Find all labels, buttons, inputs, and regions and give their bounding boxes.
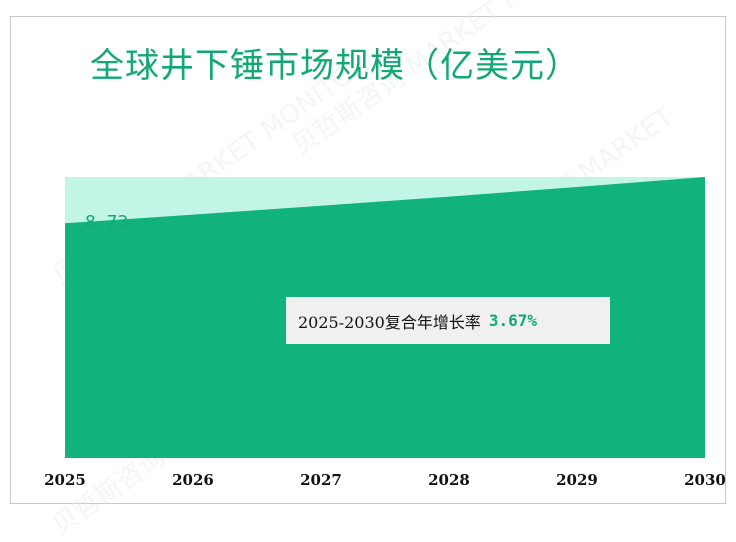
start-value-label: 8.73 <box>85 212 129 233</box>
cagr-annotation: 2025-2030复合年增长率 3.67% <box>286 297 610 344</box>
cagr-value: 3.67% <box>488 311 538 330</box>
cagr-label: 2025-2030复合年增长率 <box>298 312 481 332</box>
x-tick-label: 2030 <box>684 471 726 489</box>
chart-title: 全球井下锤市场规模（亿美元） <box>90 46 580 86</box>
x-tick-label: 2029 <box>556 471 598 489</box>
x-tick-label: 2026 <box>172 471 214 489</box>
x-tick-label: 2025 <box>44 471 86 489</box>
x-tick-label: 2028 <box>428 471 470 489</box>
area-chart <box>65 177 705 458</box>
x-tick-label: 2027 <box>300 471 342 489</box>
